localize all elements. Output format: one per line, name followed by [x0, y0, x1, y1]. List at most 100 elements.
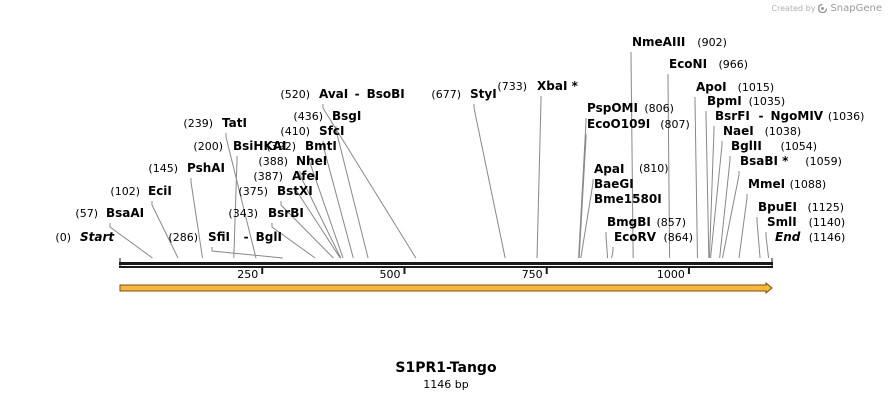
cut-site-position: (902) [697, 36, 727, 49]
enzyme-name: SfiI [208, 230, 230, 244]
cut-site[interactable]: BmgBI (857) [607, 215, 686, 229]
cut-site-position: (343) [228, 207, 258, 220]
cut-site-lines [109, 52, 770, 259]
cut-site-line [705, 111, 710, 259]
cut-site[interactable]: BsaBI * (1059) [740, 154, 842, 168]
cut-site[interactable]: BglII (1054) [731, 139, 817, 153]
cut-site-position: (200) [193, 140, 223, 153]
cut-site-position: (733) [497, 80, 527, 93]
cut-site[interactable]: PspOMI (806) [587, 101, 674, 115]
cut-site[interactable]: (733) XbaI * [497, 79, 578, 93]
cut-site-line [473, 104, 506, 259]
cut-site[interactable]: (375) BstXI [238, 184, 312, 198]
cut-site-position: (810) [639, 162, 669, 175]
cut-site[interactable]: (436) BsgI [293, 109, 361, 123]
cut-site-position: (387) [253, 170, 283, 183]
cut-site-line [233, 156, 238, 259]
enzyme-name: BpuEI [758, 200, 797, 214]
ruler-tick-label: 1000 [657, 268, 685, 281]
cut-site[interactable]: (392) BmtI [266, 139, 336, 153]
enzyme-separator: - [355, 87, 360, 101]
cut-site-line [578, 118, 587, 259]
backbone-top-strand [119, 262, 773, 265]
cut-site[interactable]: NaeI (1038) [723, 124, 801, 138]
cut-site[interactable]: (520) AvaI - BsoBI [280, 87, 404, 101]
enzyme-name: EcoNI [669, 57, 707, 71]
enzyme-name: BmtI [305, 139, 337, 153]
cut-site-line [536, 96, 542, 259]
enzyme-name: TatI [222, 116, 247, 130]
enzyme-name: BsiHKAI [233, 139, 287, 153]
cut-site[interactable]: (410) SfcI [280, 124, 344, 138]
cut-site[interactable]: EcoNI (966) [669, 57, 748, 71]
cut-site-position: (1125) [808, 201, 845, 214]
enzyme-name: StyI [470, 87, 497, 101]
cut-site[interactable]: (0) Start [55, 230, 115, 244]
cut-site-line [667, 74, 671, 259]
cut-site-line [580, 179, 594, 259]
snapgene-logo-icon [818, 4, 828, 13]
enzyme-name: XbaI * [537, 79, 579, 93]
sequence-name: S1PR1-Tango [395, 360, 497, 376]
cut-site[interactable]: (57) BsaAI [75, 206, 144, 220]
cut-site-position: (1038) [765, 125, 802, 138]
cut-site[interactable]: NmeAIII (902) [632, 35, 727, 49]
cut-site-position: (436) [293, 110, 323, 123]
ruler-tick-label: 500 [379, 268, 400, 281]
cut-site[interactable]: BsrFI - NgoMIV (1036) [715, 109, 864, 123]
cut-site[interactable]: (388) NheI [258, 154, 327, 168]
enzyme-name: SmlI [767, 215, 797, 229]
cut-site[interactable]: (145) PshAI [148, 161, 225, 175]
enzyme-name: PspOMI [587, 101, 638, 115]
cut-site-position: (1035) [749, 95, 786, 108]
enzyme-name: BglI [256, 230, 282, 244]
enzyme-name: AfeI [292, 169, 319, 183]
enzyme-name: EcoO109I [587, 117, 650, 131]
enzyme-name: End [775, 230, 801, 244]
feature-arrow-shape[interactable] [119, 281, 773, 295]
cut-site-position: (1140) [809, 216, 846, 229]
enzyme-name: Start [80, 230, 115, 244]
cut-site-line [211, 247, 283, 259]
cut-site[interactable]: (200) BsiHKAI [193, 139, 286, 153]
enzyme-name: ApoI [696, 80, 727, 94]
cut-site-position: (57) [75, 207, 98, 220]
enzyme-name: BpmI [707, 94, 742, 108]
cut-site[interactable]: MmeI (1088) [748, 177, 826, 191]
cut-site[interactable]: (239) TatI [183, 116, 247, 130]
cut-site[interactable]: (387) AfeI [253, 169, 319, 183]
sequence-length: 1146 bp [423, 378, 469, 391]
cut-site[interactable]: EcoO109I (807) [587, 117, 690, 131]
cut-site-labels: (0) Start (57) BsaAI (102) EciI (145) PshAI (200… [55, 35, 864, 244]
enzyme-name: AvaI [319, 87, 348, 101]
cut-site-line [225, 133, 257, 259]
cut-site[interactable]: SmlI (1140) [767, 215, 845, 229]
enzyme-name: BsaAI [106, 206, 144, 220]
cut-site[interactable]: End (1146) [775, 230, 845, 244]
cut-site-line [280, 201, 334, 259]
ruler-tick-label: 750 [522, 268, 543, 281]
enzyme-name: NmeAIII [632, 35, 685, 49]
cut-site[interactable]: (102) EciI [110, 184, 171, 198]
cut-site[interactable]: BpuEI (1125) [758, 200, 844, 214]
cut-site-line [738, 194, 748, 259]
cut-site[interactable]: EcoRV (864) [614, 230, 693, 244]
cut-site-line [295, 186, 341, 259]
cut-site-position: (1054) [781, 140, 818, 153]
cut-site[interactable]: ApoI (1015) [696, 80, 774, 94]
cut-site[interactable]: (677) StyI [431, 87, 496, 101]
enzyme-separator: - [759, 109, 764, 123]
feature-arrow[interactable] [119, 281, 773, 295]
cut-site-position: (966) [719, 58, 749, 71]
cut-site-line [605, 232, 609, 259]
enzyme-separator: - [244, 230, 249, 244]
snapgene-credit: Created by SnapGene [771, 3, 882, 14]
cut-site-position: (864) [664, 231, 694, 244]
enzyme-name: BglII [731, 139, 762, 153]
cut-site[interactable]: (343) BsrBI [228, 206, 303, 220]
cut-site[interactable]: (286) SfiI - BglI [168, 230, 282, 244]
enzyme-name: BsaBI * [740, 154, 789, 168]
cut-site-line [109, 223, 153, 259]
cut-site[interactable]: BpmI (1035) [707, 94, 785, 108]
